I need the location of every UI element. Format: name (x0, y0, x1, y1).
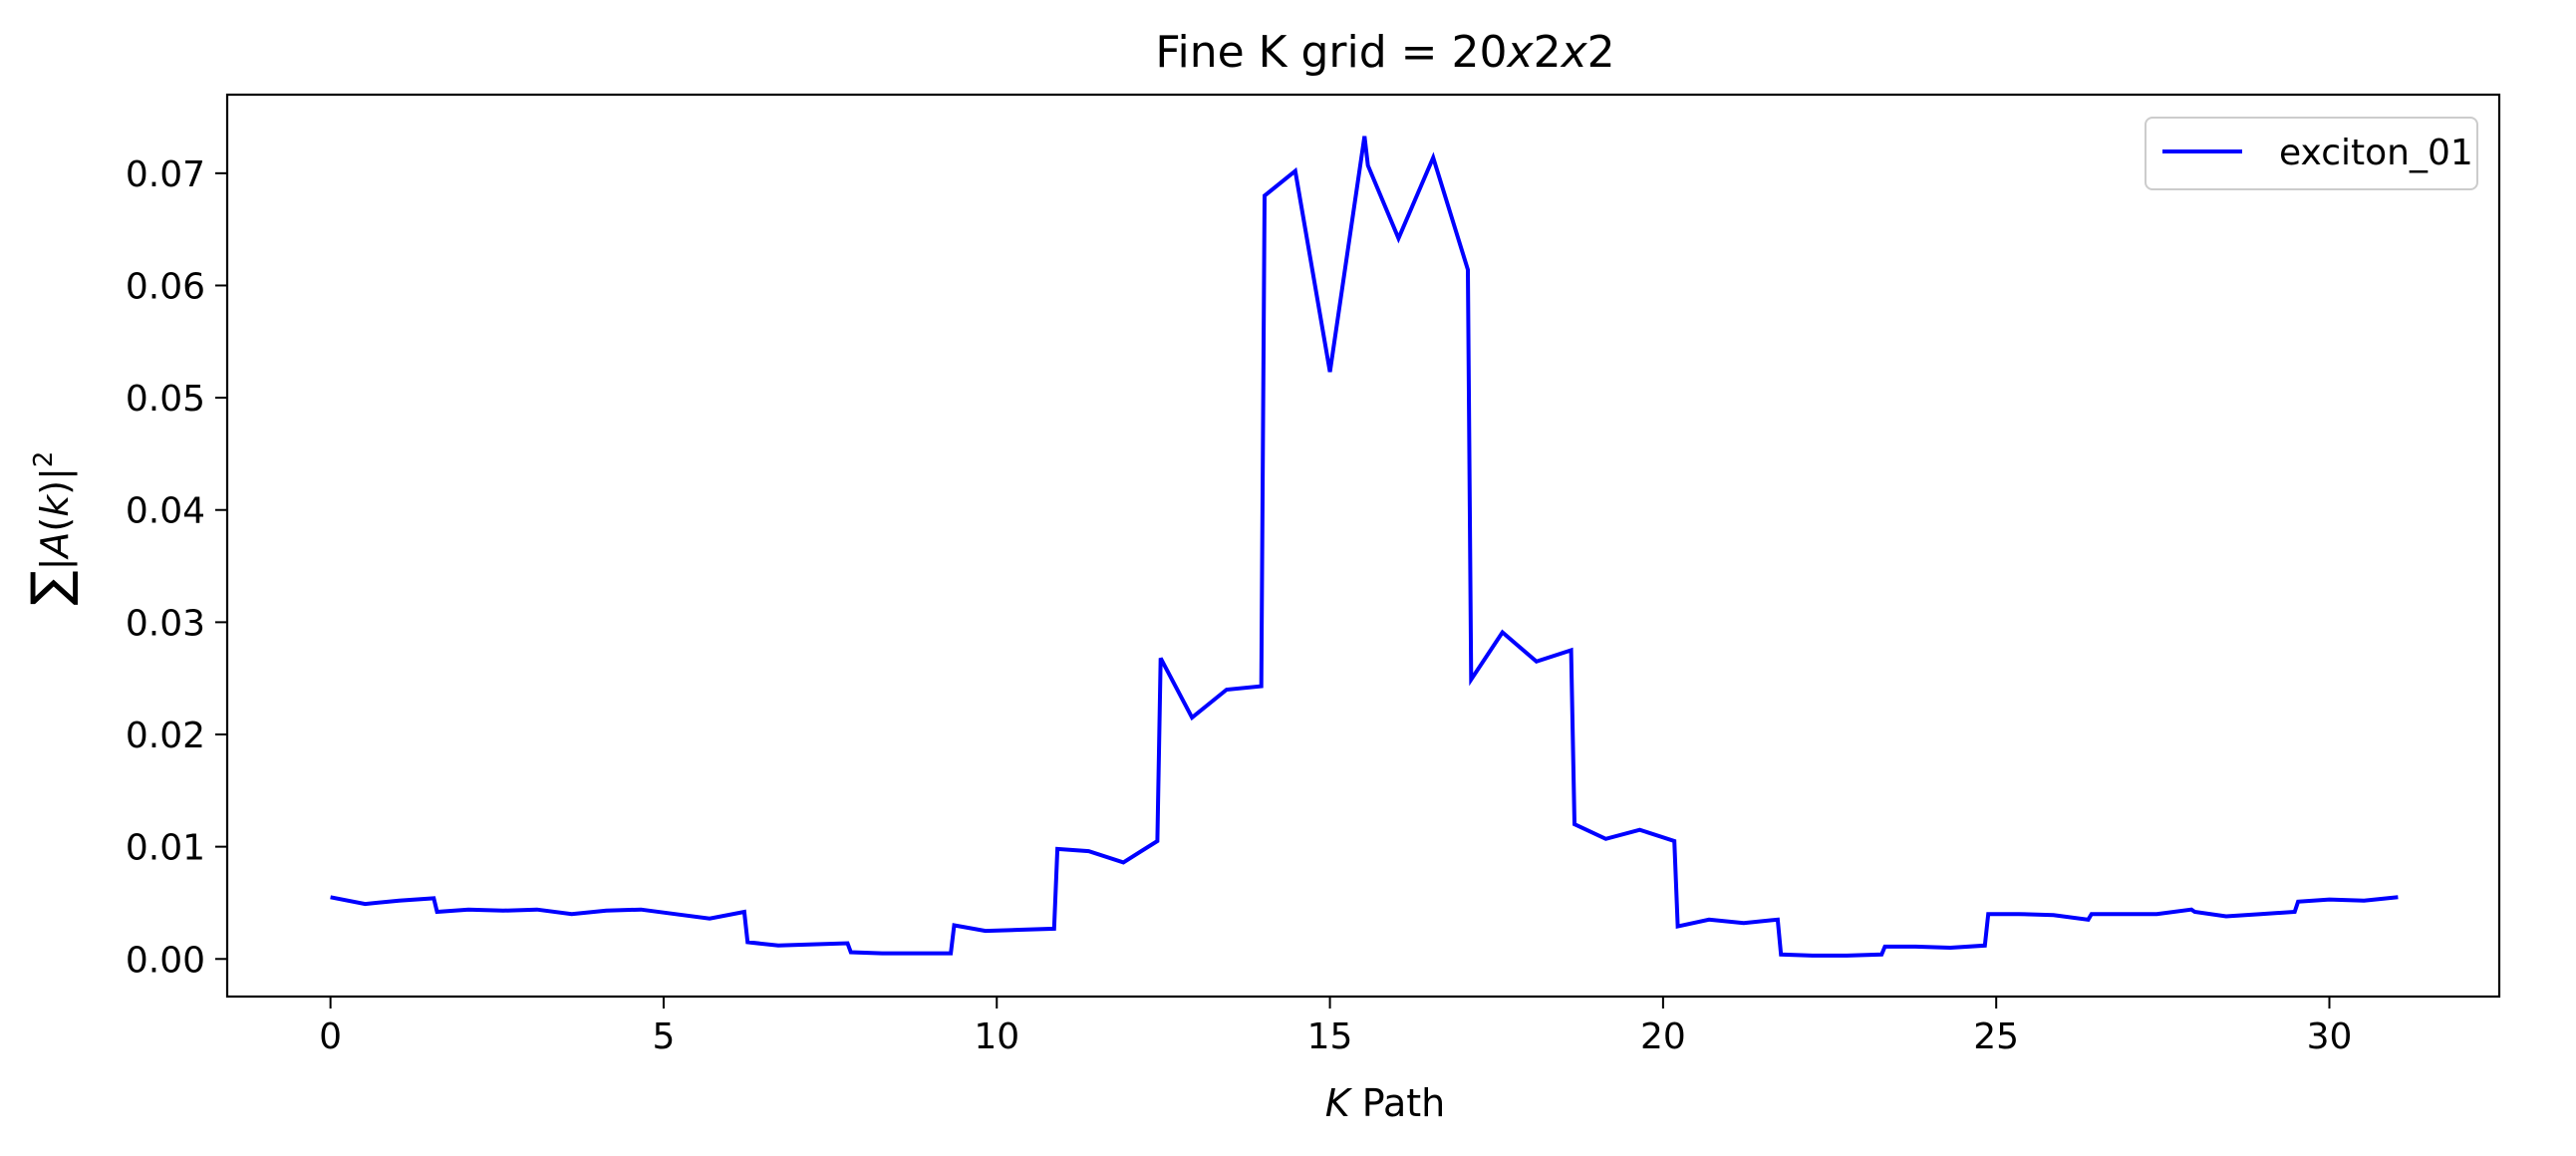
x-tick-label: 20 (1640, 1016, 1686, 1057)
series-group (330, 136, 2399, 958)
series-line-exciton-01 (330, 136, 2399, 958)
legend-box (2145, 117, 2478, 190)
x-tick-label: 0 (319, 1016, 342, 1057)
y-axis-ticks: 0.00 0.01 0.02 0.03 0.04 0.05 0.06 0.07 (126, 154, 227, 981)
chart-title: Fine K grid = 20x2x2 (1155, 27, 1614, 78)
x-axis-label: K Path (1325, 1081, 1445, 1125)
y-tick-label: 0.00 (126, 940, 205, 981)
y-axis-label: ∑|A(k)|2 (21, 451, 81, 606)
x-tick-label: 10 (974, 1016, 1019, 1057)
plot-frame (225, 93, 2501, 999)
legend-label-exciton-01: exciton_01 (2279, 133, 2473, 173)
y-tick-label: 0.03 (126, 603, 205, 644)
y-tick-label: 0.05 (126, 379, 205, 420)
y-tick-label: 0.02 (126, 716, 205, 756)
x-tick-label: 30 (2307, 1016, 2353, 1057)
x-tick-label: 15 (1307, 1016, 1353, 1057)
y-tick-label: 0.04 (126, 491, 205, 532)
y-tick-label: 0.01 (126, 828, 205, 869)
x-axis-ticks: 0 5 10 15 20 25 30 (319, 997, 2352, 1057)
y-tick-label: 0.06 (126, 266, 205, 307)
x-tick-label: 25 (1973, 1016, 2019, 1057)
x-tick-label: 5 (652, 1016, 675, 1057)
y-tick-label: 0.07 (126, 154, 205, 195)
legend: exciton_01 (2145, 117, 2478, 190)
